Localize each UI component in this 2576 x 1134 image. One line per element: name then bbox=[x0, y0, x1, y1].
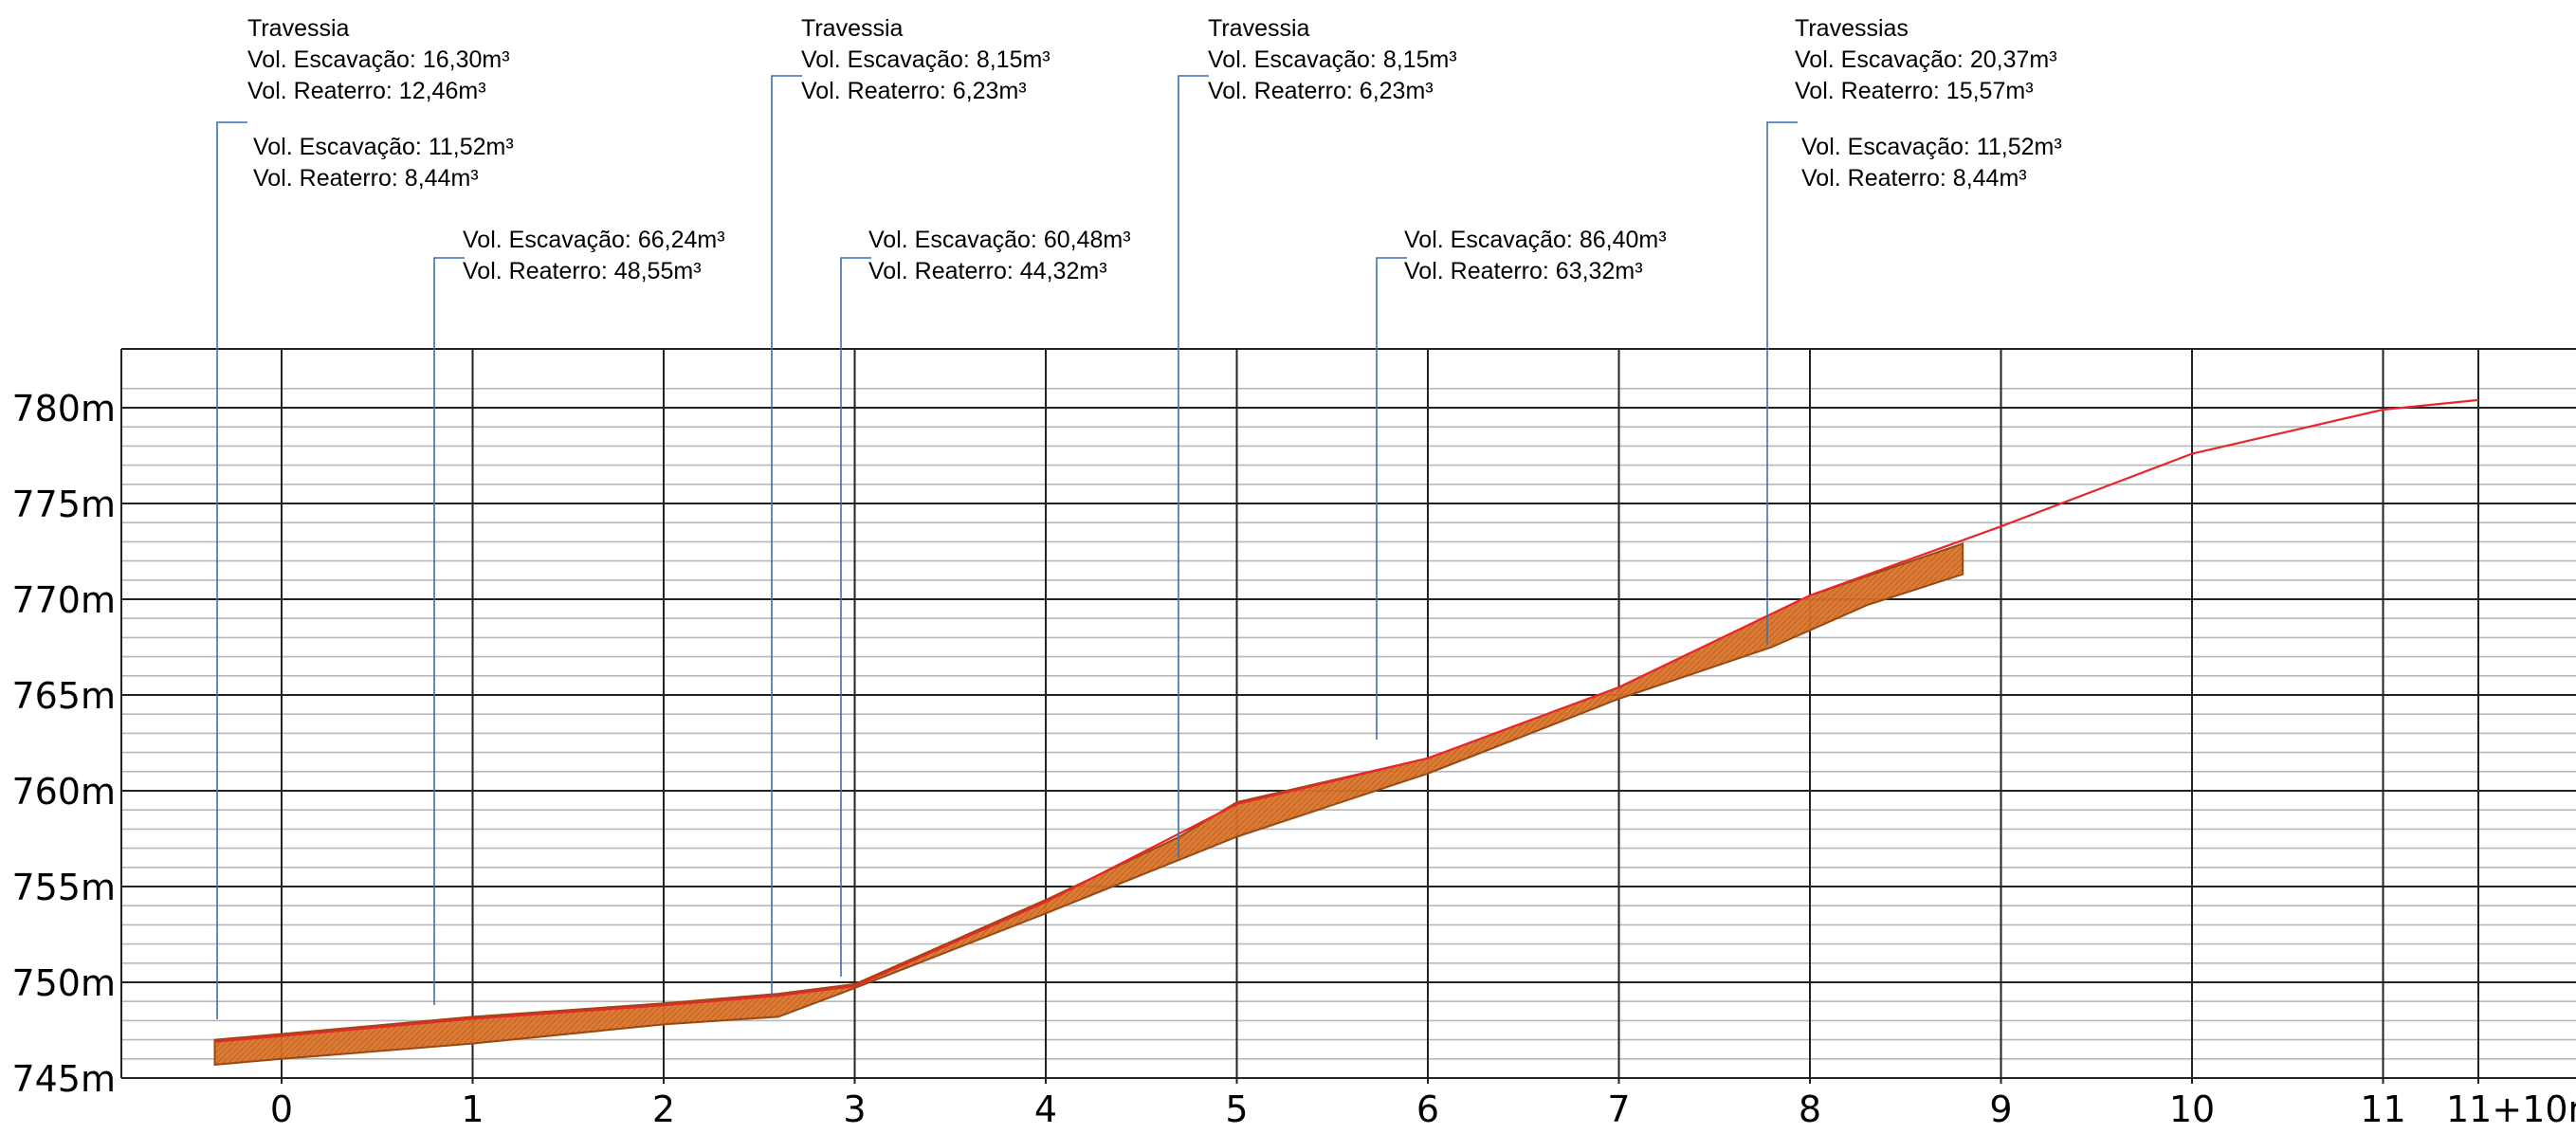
x-tick-label: 4 bbox=[1034, 1088, 1057, 1130]
annotation-text: Travessia bbox=[247, 15, 350, 42]
annotation-text: Travessias bbox=[1795, 15, 1909, 42]
annotation-text: Vol. Escavação: 11,52m³ bbox=[1801, 134, 2062, 160]
x-tick-label: 0 bbox=[270, 1088, 293, 1130]
annotation-text: Vol. Escavação: 16,30m³ bbox=[247, 46, 510, 73]
y-axis-tick-labels: 780m 775m 770m 765m 760m 755m 750m 745m bbox=[11, 388, 116, 1100]
annotation-text: Vol. Escavação: 60,48m³ bbox=[868, 227, 1131, 253]
y-tick-label: 775m bbox=[11, 484, 116, 525]
annotation-text: Vol. Escavação: 8,15m³ bbox=[1208, 46, 1457, 73]
x-tick-label: 6 bbox=[1416, 1088, 1439, 1130]
x-tick-label: 2 bbox=[652, 1088, 675, 1130]
x-tick-label: 5 bbox=[1225, 1088, 1248, 1130]
y-tick-label: 745m bbox=[11, 1058, 116, 1100]
annotation-leader-line bbox=[1766, 121, 1798, 645]
annotation-leader-line bbox=[433, 257, 465, 1005]
annotation-leader-line bbox=[216, 121, 247, 1019]
trench-hatch bbox=[214, 543, 1964, 1065]
x-tick-label: 7 bbox=[1607, 1088, 1630, 1130]
y-tick-label: 760m bbox=[11, 771, 116, 813]
annotation-leader-line bbox=[771, 75, 802, 996]
annotation-text: Vol. Reaterro: 8,44m³ bbox=[1801, 165, 2027, 192]
x-tick-label: 1 bbox=[461, 1088, 484, 1130]
annotation-text: Vol. Reaterro: 48,55m³ bbox=[463, 258, 702, 284]
y-tick-label: 780m bbox=[11, 388, 116, 430]
annotation-text: Travessia bbox=[1208, 15, 1310, 42]
annotation-text: Vol. Escavação: 20,37m³ bbox=[1795, 46, 2057, 73]
x-tick-label: 11 bbox=[2360, 1088, 2405, 1130]
annotation-leader-line bbox=[840, 257, 871, 977]
annotation-text: Vol. Reaterro: 12,46m³ bbox=[247, 78, 486, 104]
annotation-leaders bbox=[216, 75, 1798, 1019]
annotation-text: Vol. Reaterro: 44,32m³ bbox=[868, 258, 1107, 284]
annotation-text: Vol. Escavação: 8,15m³ bbox=[801, 46, 1050, 73]
annotation-text: Travessia bbox=[801, 15, 904, 42]
trench-polygon bbox=[213, 542, 1964, 1066]
annotation-text: Vol. Reaterro: 6,23m³ bbox=[1208, 78, 1434, 104]
y-tick-label: 770m bbox=[11, 579, 116, 621]
annotation-text: Vol. Reaterro: 8,44m³ bbox=[253, 165, 479, 192]
annotation-text: Vol. Reaterro: 63,32m³ bbox=[1404, 258, 1643, 284]
annotation-text: Vol. Escavação: 86,40m³ bbox=[1404, 227, 1667, 253]
y-tick-label: 755m bbox=[11, 867, 116, 908]
annotation-text: Vol. Reaterro: 6,23m³ bbox=[801, 78, 1027, 104]
x-tick-label: 9 bbox=[1989, 1088, 2012, 1130]
x-tick-label: 3 bbox=[843, 1088, 866, 1130]
annotation-text: Vol. Reaterro: 15,57m³ bbox=[1795, 78, 2034, 104]
annotation-leader-line bbox=[1178, 75, 1209, 858]
ground-profile bbox=[214, 398, 2479, 1043]
x-axis-tick-labels: 0 1 2 3 4 5 6 7 8 9 10 11 11+10m bbox=[270, 1088, 2576, 1130]
x-tick-label: 10 bbox=[2169, 1088, 2215, 1130]
x-tick-label: 11+10m bbox=[2446, 1088, 2576, 1130]
annotation-text: Vol. Escavação: 66,24m³ bbox=[463, 227, 725, 253]
chart-grid bbox=[120, 348, 2576, 1084]
annotation-text: Vol. Escavação: 11,52m³ bbox=[253, 134, 514, 160]
y-tick-label: 765m bbox=[11, 675, 116, 717]
volume-annotations: Travessia Vol. Escavação: 16,30m³ Vol. Rea… bbox=[247, 15, 2062, 284]
ground-profile-line bbox=[214, 398, 2479, 1043]
trench-band bbox=[213, 542, 1964, 1066]
annotation-leader-line bbox=[1376, 257, 1407, 740]
y-tick-label: 750m bbox=[11, 962, 116, 1004]
x-tick-label: 8 bbox=[1799, 1088, 1821, 1130]
